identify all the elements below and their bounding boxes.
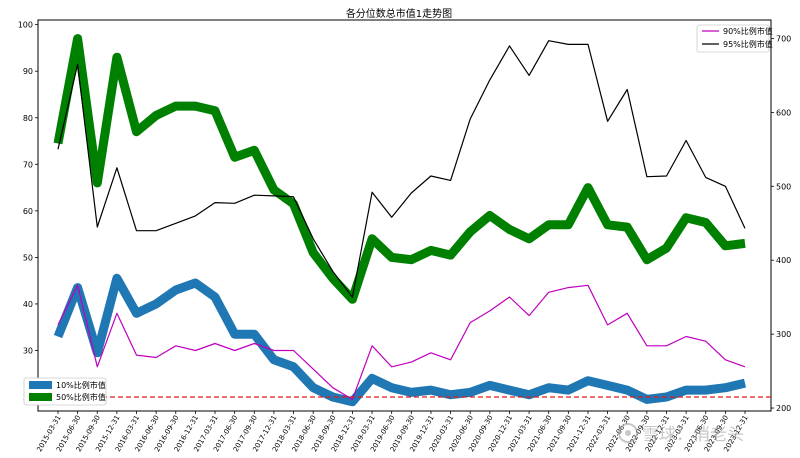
snowball-logo-icon [618,423,638,443]
right-tick-label: 600 [776,108,791,117]
left-tick-label: 70 [23,160,33,169]
right-tick-label: 700 [776,34,791,43]
series-line-90%比例市值 [57,284,746,400]
legend-label-10: 10%比例市值 [56,380,106,390]
right-axis: 200 300 400 500 600 700 [771,34,791,413]
series-line-50%比例市值 [53,34,746,304]
right-tick-label: 500 [776,182,791,191]
left-tick-label: 30 [23,346,33,355]
left-tick-label: 90 [23,67,33,76]
left-tick-label: 80 [23,114,33,123]
left-axis: 2030405060708090100 [18,21,38,402]
series-layer [53,34,747,407]
watermark-text: 雪球：俏老头 [642,425,744,445]
right-tick-label: 300 [776,330,791,339]
legend-bottom-left: 10%比例市值 50%比例市值 [23,377,107,406]
chart-title: 各分位数总市值1走势图 [346,7,452,20]
series-line-10%比例市值 [53,273,747,407]
series-line-95%比例市值 [57,40,746,298]
left-tick-label: 60 [23,207,33,216]
legend-top-right: 90%比例市值 95%比例市值 [696,24,773,53]
watermark: 雪球：俏老头 [618,423,744,445]
left-tick-label: 40 [23,300,33,309]
legend-label-90: 90%比例市值 [723,26,773,36]
right-tick-label: 400 [776,256,791,265]
legend-label-50: 50%比例市值 [56,392,106,402]
left-tick-label: 50 [23,253,33,262]
right-tick-label: 200 [776,404,791,413]
left-tick-label: 100 [18,21,33,30]
plot-frame [37,19,772,412]
legend-label-95: 95%比例市值 [723,39,773,49]
